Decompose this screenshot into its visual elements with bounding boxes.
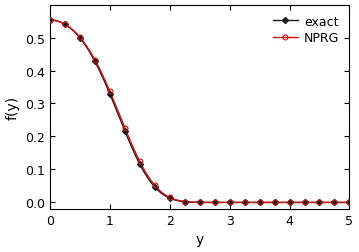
Legend: exact, NPRG: exact, NPRG [269, 12, 343, 49]
X-axis label: y: y [196, 233, 204, 246]
Y-axis label: f(y): f(y) [5, 95, 19, 119]
